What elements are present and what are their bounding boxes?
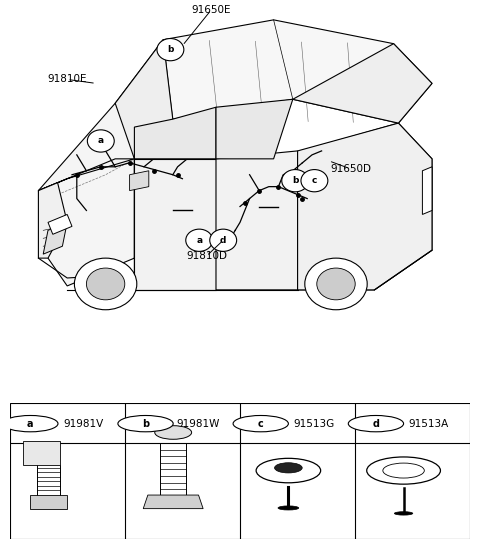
Ellipse shape [278, 506, 299, 510]
Circle shape [301, 170, 328, 192]
Circle shape [86, 268, 125, 300]
Polygon shape [30, 495, 67, 509]
Ellipse shape [256, 458, 321, 483]
Circle shape [282, 170, 309, 192]
Polygon shape [293, 44, 432, 123]
Polygon shape [134, 107, 216, 159]
Circle shape [3, 416, 58, 432]
Circle shape [210, 229, 237, 251]
Circle shape [74, 258, 137, 310]
Polygon shape [422, 167, 432, 214]
Ellipse shape [275, 463, 302, 473]
Text: a: a [27, 419, 34, 429]
Text: c: c [258, 419, 264, 429]
Ellipse shape [367, 457, 441, 484]
Ellipse shape [155, 425, 192, 440]
Polygon shape [115, 40, 173, 159]
Polygon shape [143, 495, 203, 509]
Polygon shape [38, 183, 67, 258]
Text: b: b [142, 419, 149, 429]
Polygon shape [134, 159, 216, 290]
Text: a: a [98, 137, 104, 145]
Text: a: a [196, 236, 202, 245]
Text: c: c [312, 176, 317, 185]
Text: 91650E: 91650E [192, 5, 231, 15]
Text: d: d [220, 236, 227, 245]
Polygon shape [38, 159, 134, 190]
Polygon shape [115, 20, 432, 123]
Text: 91513A: 91513A [409, 419, 449, 429]
Text: 91981W: 91981W [177, 419, 220, 429]
Polygon shape [38, 103, 432, 290]
Circle shape [233, 416, 288, 432]
Text: 91513G: 91513G [293, 419, 335, 429]
Polygon shape [43, 222, 67, 254]
Polygon shape [130, 171, 149, 190]
Circle shape [305, 258, 367, 310]
Polygon shape [298, 123, 432, 290]
Text: 91981V: 91981V [63, 419, 104, 429]
Polygon shape [216, 151, 298, 290]
Ellipse shape [395, 512, 413, 515]
Text: b: b [292, 176, 299, 185]
Text: 91810E: 91810E [48, 75, 87, 84]
Polygon shape [24, 441, 60, 465]
Ellipse shape [383, 463, 424, 478]
Circle shape [186, 229, 213, 251]
Circle shape [348, 416, 404, 432]
Text: 91650D: 91650D [330, 164, 371, 174]
Text: d: d [372, 419, 379, 429]
Text: b: b [167, 45, 174, 54]
Circle shape [317, 268, 355, 300]
Polygon shape [216, 99, 293, 159]
Circle shape [118, 416, 173, 432]
Polygon shape [48, 214, 72, 234]
Text: 91810D: 91810D [186, 251, 227, 261]
Circle shape [157, 39, 184, 61]
Circle shape [87, 130, 114, 152]
